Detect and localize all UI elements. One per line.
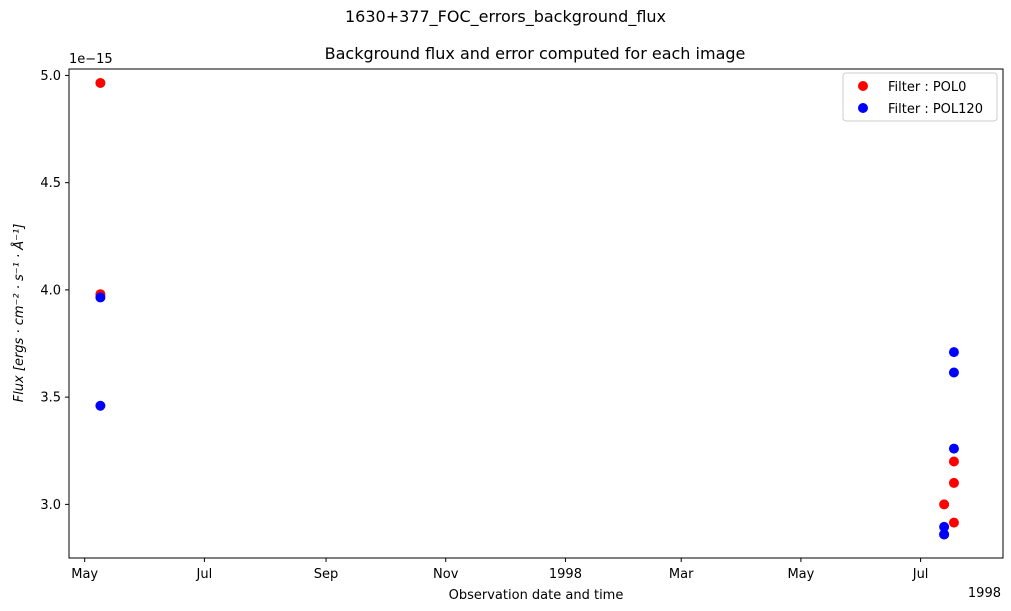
data-point-filter-pol0 [95,77,106,88]
x-tick-label: Jul [196,567,213,582]
x-tick-label: Mar [669,567,694,582]
legend-marker-pol0 [858,81,868,91]
y-offset-label: 1e−15 [69,52,113,67]
y-tick-label: 5.0 [40,69,61,84]
data-point-filter-pol120 [948,347,959,358]
data-point-filter-pol120 [95,400,106,411]
x-tick-label: May [71,567,98,582]
x-offset-label: 1998 [968,586,1001,601]
y-tick-label: 4.0 [40,283,61,298]
x-axis: May Jul Sep Nov 1998 Mar May Jul [71,558,928,582]
y-tick-label: 4.5 [40,176,61,191]
plot-area [69,69,1003,558]
y-tick-label: 3.5 [40,391,61,406]
x-tick-label: 1998 [549,567,582,582]
legend-box [842,72,998,122]
legend-marker-pol120 [858,103,868,113]
data-points [95,77,959,540]
data-point-filter-pol120 [95,292,106,303]
data-point-filter-pol0 [948,477,959,488]
chart-title: Background flux and error computed for e… [325,44,746,63]
y-axis: 3.0 3.5 4.0 4.5 5.0 [40,69,69,513]
figure-suptitle: 1630+377_FOC_errors_background_flux [344,7,667,26]
x-tick-label: Jul [912,567,929,582]
y-axis-label: Flux [ergs · cm⁻² · s⁻¹ · Å⁻¹] [11,224,27,403]
y-tick-label: 3.0 [40,498,61,513]
x-tick-label: Nov [433,567,459,582]
data-point-filter-pol120 [948,443,959,454]
data-point-filter-pol120 [939,521,950,532]
data-point-filter-pol0 [948,517,959,528]
data-point-filter-pol120 [939,529,950,540]
legend-label-pol0: Filter : POL0 [888,80,966,95]
plot-frame [68,68,1004,559]
x-axis-label: Observation date and time [449,588,624,603]
data-point-filter-pol0 [948,456,959,467]
data-point-filter-pol0 [939,499,950,510]
data-point-filter-pol120 [948,367,959,378]
x-tick-label: Sep [314,567,339,582]
x-tick-label: May [787,567,814,582]
legend: Filter : POL0 Filter : POL120 [842,72,998,122]
legend-label-pol120: Filter : POL120 [888,102,983,117]
